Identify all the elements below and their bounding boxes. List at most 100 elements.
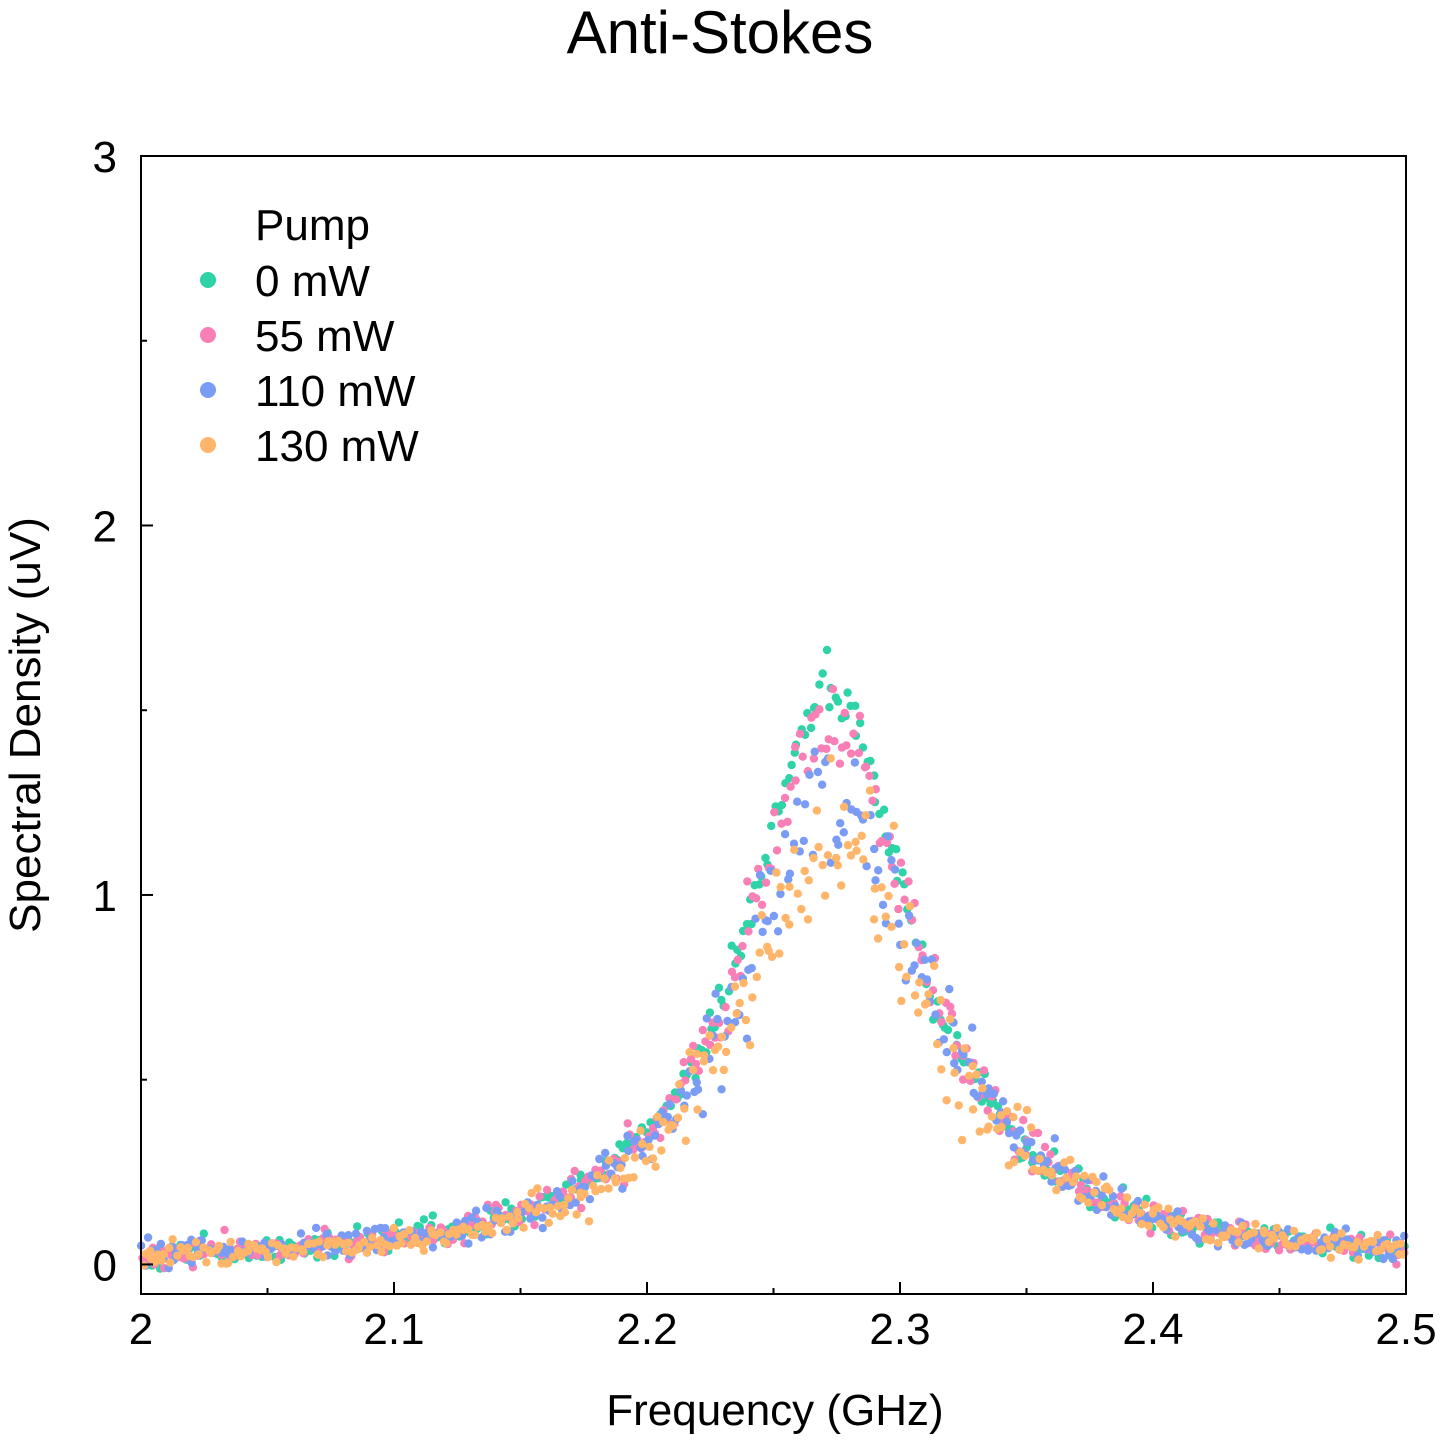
data-point xyxy=(482,1203,491,1213)
data-point xyxy=(1066,1155,1075,1165)
data-point xyxy=(799,836,808,846)
data-point xyxy=(879,805,889,814)
data-point xyxy=(1354,1255,1363,1264)
data-point xyxy=(937,1017,946,1027)
data-point xyxy=(368,1233,377,1243)
data-point xyxy=(735,998,744,1008)
data-point xyxy=(436,1228,445,1237)
data-point xyxy=(1047,1177,1056,1186)
data-point xyxy=(745,1041,755,1050)
data-point xyxy=(682,1091,691,1100)
data-point xyxy=(960,1044,969,1053)
data-point xyxy=(834,840,843,849)
data-point xyxy=(791,742,800,752)
data-point xyxy=(866,756,875,766)
data-point xyxy=(781,913,790,923)
data-point xyxy=(1289,1226,1299,1236)
data-point xyxy=(989,1089,999,1098)
data-point xyxy=(945,984,954,994)
data-point xyxy=(419,1215,429,1224)
data-point xyxy=(890,865,900,874)
x-tick-label: 2.2 xyxy=(616,1305,677,1354)
data-point xyxy=(1388,1254,1398,1264)
data-point xyxy=(914,1008,923,1017)
data-point xyxy=(818,860,827,870)
data-point xyxy=(571,1198,580,1207)
data-point xyxy=(698,1025,707,1035)
data-point xyxy=(968,1105,978,1114)
data-point xyxy=(708,1066,718,1075)
data-point xyxy=(1171,1232,1180,1241)
data-point xyxy=(920,955,929,964)
legend: Pump 0 mW 55 mW 110 mW 130 mW xyxy=(200,201,419,471)
data-point xyxy=(668,1121,678,1130)
data-point xyxy=(894,919,903,928)
data-point xyxy=(843,688,852,697)
data-point xyxy=(798,752,807,761)
data-point xyxy=(887,856,896,865)
data-point xyxy=(979,1066,989,1075)
x-axis: 2 2.1 2.2 2.3 2.4 2.5 xyxy=(129,1282,1437,1354)
data-point xyxy=(846,749,856,758)
data-point xyxy=(877,883,886,892)
x-tick-label: 2.4 xyxy=(1122,1305,1183,1354)
data-point xyxy=(861,762,871,771)
data-point xyxy=(644,1135,653,1145)
data-point xyxy=(1260,1229,1269,1238)
data-point xyxy=(650,1131,660,1140)
data-point xyxy=(385,1242,395,1251)
data-point xyxy=(699,1057,709,1066)
data-point xyxy=(289,1252,298,1261)
data-point xyxy=(752,894,761,903)
data-point xyxy=(199,1229,208,1238)
data-point xyxy=(406,1240,415,1250)
data-point xyxy=(470,1230,479,1240)
data-point xyxy=(700,1051,709,1060)
data-point xyxy=(859,855,868,864)
data-point xyxy=(377,1247,386,1257)
data-point xyxy=(623,1119,632,1128)
data-point xyxy=(998,1097,1008,1106)
data-point xyxy=(713,1014,722,1024)
data-point xyxy=(1209,1219,1218,1228)
data-point xyxy=(322,1230,331,1239)
data-point xyxy=(623,1131,632,1141)
data-point xyxy=(555,1192,564,1201)
data-point xyxy=(791,776,800,785)
data-point xyxy=(861,811,870,820)
legend-title: Pump xyxy=(255,201,370,250)
data-point xyxy=(996,1111,1006,1120)
data-point xyxy=(973,1092,982,1101)
data-point xyxy=(889,821,898,830)
data-point xyxy=(839,828,848,837)
data-point xyxy=(596,1184,606,1194)
data-point xyxy=(900,940,909,949)
data-point xyxy=(1092,1177,1101,1187)
data-point xyxy=(492,1206,502,1216)
data-point xyxy=(968,1061,977,1071)
data-point xyxy=(927,955,936,964)
data-point xyxy=(1322,1235,1332,1244)
data-point xyxy=(883,832,893,841)
data-point xyxy=(601,1148,610,1158)
data-point xyxy=(882,838,892,848)
data-point xyxy=(648,1154,658,1163)
data-point xyxy=(761,853,770,863)
data-point xyxy=(1198,1214,1208,1223)
data-point xyxy=(311,1223,321,1233)
data-point xyxy=(953,1031,962,1040)
data-point xyxy=(657,1146,666,1155)
data-point xyxy=(705,1031,714,1040)
data-point xyxy=(1173,1207,1182,1216)
data-point xyxy=(951,1051,960,1060)
data-point xyxy=(793,889,802,898)
data-point xyxy=(711,989,720,998)
data-point xyxy=(1042,1156,1052,1166)
data-point xyxy=(832,853,841,863)
data-point xyxy=(817,780,827,789)
data-point xyxy=(183,1243,192,1253)
data-point xyxy=(1122,1193,1132,1202)
data-point xyxy=(1027,1123,1036,1132)
legend-marker xyxy=(200,382,216,398)
